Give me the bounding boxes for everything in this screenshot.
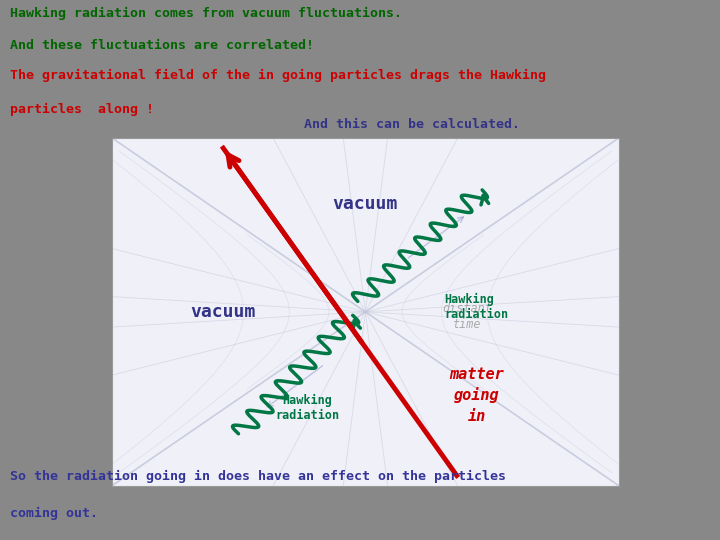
Text: coming out.: coming out. bbox=[9, 507, 97, 519]
Text: matter: matter bbox=[450, 367, 505, 382]
Text: distant: distant bbox=[442, 302, 492, 315]
Text: And this can be calculated.: And this can be calculated. bbox=[304, 118, 520, 131]
Text: So the radiation going in does have an effect on the particles: So the radiation going in does have an e… bbox=[9, 470, 505, 483]
Text: vacuum: vacuum bbox=[191, 303, 256, 321]
Text: The gravitational field of the in going particles drags the Hawking: The gravitational field of the in going … bbox=[9, 69, 546, 82]
Text: particles  along !: particles along ! bbox=[9, 103, 153, 116]
Text: Hawking: Hawking bbox=[444, 293, 494, 306]
Text: vacuum: vacuum bbox=[333, 195, 398, 213]
Text: going: going bbox=[454, 387, 500, 403]
Text: Hawking radiation comes from vacuum fluctuations.: Hawking radiation comes from vacuum fluc… bbox=[9, 7, 402, 20]
Text: radiation: radiation bbox=[444, 308, 508, 321]
Text: And these fluctuations are correlated!: And these fluctuations are correlated! bbox=[9, 38, 313, 51]
Text: Hawking: Hawking bbox=[282, 394, 332, 407]
Text: time: time bbox=[453, 318, 481, 330]
Text: in: in bbox=[468, 409, 486, 424]
Text: radiation: radiation bbox=[275, 409, 339, 422]
